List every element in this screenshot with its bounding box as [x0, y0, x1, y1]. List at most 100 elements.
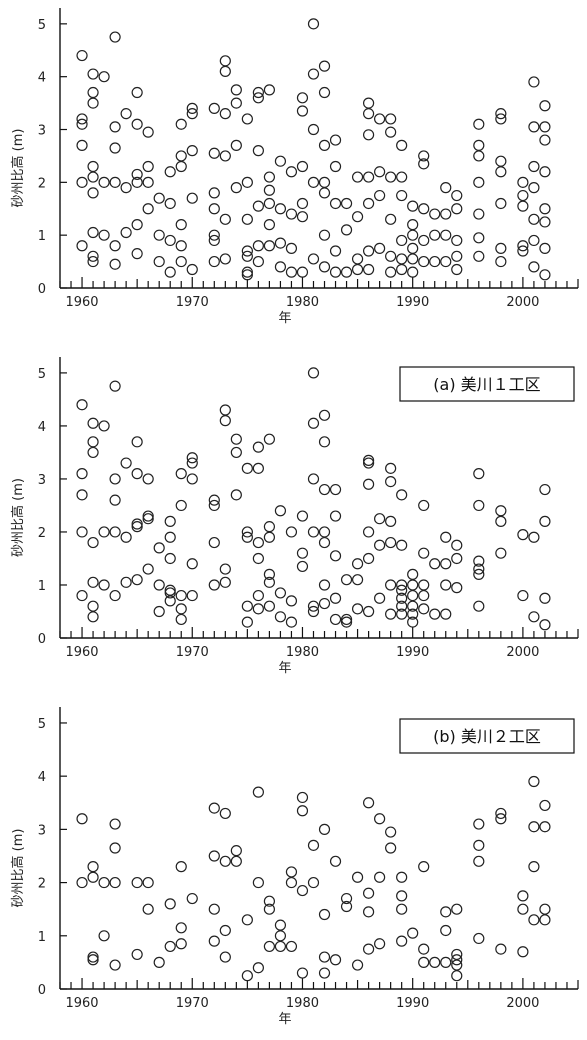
data-point: [418, 203, 430, 215]
y-tick-label: 4: [38, 71, 46, 86]
data-point: [109, 818, 121, 830]
data-point: [296, 967, 309, 979]
data-point: [318, 187, 331, 199]
y-tick-label: 1: [38, 930, 46, 945]
data-point: [440, 924, 452, 937]
data-point: [440, 608, 452, 620]
data-point: [208, 147, 220, 159]
data-point: [175, 160, 187, 173]
data-point: [539, 134, 551, 146]
data-point: [241, 531, 253, 543]
data-point: [263, 84, 276, 96]
data-point: [440, 956, 452, 968]
data-point: [418, 547, 430, 559]
data-point: [374, 242, 386, 254]
data-point: [98, 579, 110, 591]
data-point: [219, 415, 231, 427]
data-point: [539, 100, 551, 112]
data-point: [109, 959, 121, 971]
data-point: [142, 510, 154, 522]
data-point: [329, 197, 342, 210]
y-tick-label: 1: [38, 579, 46, 594]
data-point: [407, 200, 419, 212]
data-point: [340, 900, 353, 913]
data-point: [153, 605, 165, 618]
data-point: [285, 166, 298, 178]
data-point: [385, 462, 397, 474]
data-point: [98, 229, 110, 241]
data-point: [142, 176, 154, 188]
data-point: [131, 219, 143, 231]
data-point: [539, 242, 551, 254]
data-point: [329, 245, 342, 257]
data-point: [385, 536, 397, 549]
data-point: [219, 150, 231, 162]
data-point: [407, 219, 419, 231]
data-point: [473, 118, 485, 130]
data-point: [230, 97, 242, 109]
data-point: [396, 608, 408, 620]
data-point: [274, 155, 287, 167]
chart-panel-0: 1960 1970 1980 1990 2000 0 1 2 3 4 5 年 砂州比高 (m): [10, 8, 579, 326]
data-point: [351, 263, 364, 276]
data-point: [208, 229, 220, 241]
data-point: [263, 171, 276, 183]
data-point: [175, 589, 187, 602]
data-point: [219, 253, 231, 265]
data-point: [263, 903, 276, 915]
data-point: [418, 150, 430, 162]
data-point: [451, 203, 463, 215]
data-point: [539, 121, 551, 133]
data-point: [429, 229, 441, 241]
data-point: [451, 539, 463, 551]
data-point: [407, 242, 419, 254]
data-point: [329, 613, 342, 626]
data-point: [539, 483, 551, 496]
data-point: [252, 589, 264, 602]
data-point: [329, 592, 342, 604]
data-point: [374, 113, 386, 125]
data-point: [473, 855, 485, 867]
data-point: [87, 576, 99, 588]
y-tick-label: 3: [38, 473, 46, 488]
data-point: [362, 457, 375, 469]
data-point: [208, 802, 220, 814]
y-tick-label: 3: [38, 124, 46, 139]
data-point: [495, 197, 507, 210]
data-point: [87, 187, 99, 199]
data-point: [362, 605, 375, 618]
data-point: [528, 821, 540, 833]
data-point: [440, 579, 452, 591]
y-tick-label: 2: [38, 176, 46, 191]
data-point: [318, 967, 331, 979]
data-point: [351, 574, 364, 586]
data-point: [407, 568, 419, 580]
data-point: [208, 579, 220, 591]
data-point: [120, 182, 132, 194]
data-point: [374, 592, 386, 604]
x-tick-label: 1960: [65, 295, 98, 310]
data-point: [263, 600, 276, 612]
data-point: [539, 269, 551, 281]
data-point: [385, 250, 397, 262]
data-point: [362, 526, 375, 538]
data-point: [76, 589, 88, 602]
data-point: [495, 547, 507, 559]
x-tick-label: 1980: [286, 996, 319, 1011]
data-point: [230, 182, 242, 194]
data-point: [407, 229, 419, 241]
data-point: [351, 603, 364, 615]
data-point: [153, 579, 165, 591]
y-tick-label: 5: [38, 367, 46, 382]
data-point: [473, 600, 485, 612]
data-point: [318, 261, 331, 273]
data-point: [429, 255, 441, 268]
data-point: [307, 473, 320, 485]
data-point: [495, 113, 507, 125]
data-point: [131, 521, 143, 533]
data-point: [285, 242, 298, 254]
data-point: [98, 71, 110, 83]
data-point: [109, 494, 121, 506]
data-point: [208, 850, 220, 862]
data-point: [186, 263, 198, 276]
